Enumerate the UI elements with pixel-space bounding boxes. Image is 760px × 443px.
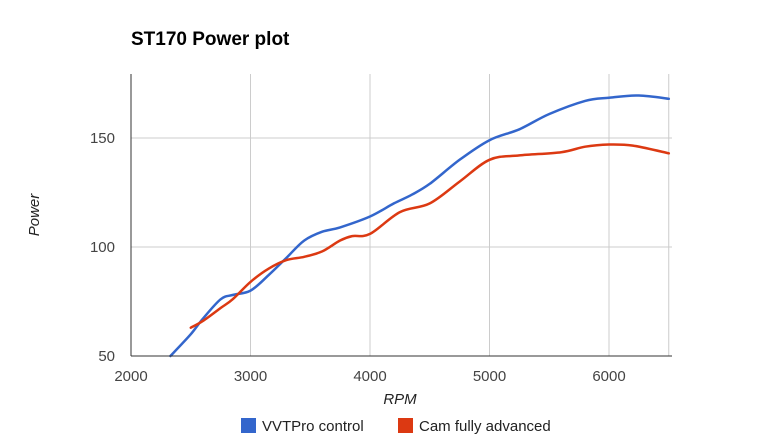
y-tick-label: 150 xyxy=(90,130,115,147)
legend-swatch xyxy=(241,418,256,433)
x-tick-label: 2000 xyxy=(114,368,147,385)
plot-series xyxy=(169,94,671,358)
legend-label: Cam fully advanced xyxy=(419,418,551,435)
legend: VVTPro control Cam fully advanced xyxy=(241,418,551,435)
series-line-1 xyxy=(169,94,671,358)
y-tick-label: 100 xyxy=(90,239,115,256)
x-axis-label: RPM xyxy=(383,391,417,408)
tick-labels: 2000 3000 4000 5000 6000 50 100 150 xyxy=(90,130,626,385)
legend-swatch xyxy=(398,418,413,433)
x-tick-label: 4000 xyxy=(353,368,386,385)
chart-title: ST170 Power plot xyxy=(131,29,290,50)
x-tick-label: 3000 xyxy=(234,368,267,385)
x-tick-label: 6000 xyxy=(592,368,625,385)
y-axis-label: Power xyxy=(26,193,43,237)
x-tick-label: 5000 xyxy=(473,368,506,385)
axes xyxy=(130,74,672,357)
series-line-2 xyxy=(189,143,671,329)
legend-label: VVTPro control xyxy=(262,418,364,435)
y-tick-label: 50 xyxy=(98,348,115,365)
